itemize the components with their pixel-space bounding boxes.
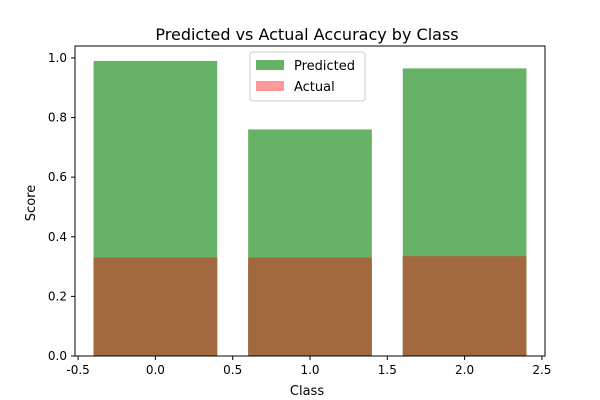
x-tick-label: 1.0	[300, 363, 319, 377]
legend: Predicted Actual	[249, 51, 366, 102]
legend-label-actual: Actual	[294, 80, 335, 95]
x-tick-label: 2.0	[455, 363, 474, 377]
y-tick-label: 0.8	[48, 111, 67, 125]
x-tick-label: 0.5	[223, 363, 242, 377]
y-axis: 0.0 0.2 0.4 0.6 0.8 1.0	[48, 51, 75, 363]
legend-swatch-predicted	[256, 60, 284, 70]
x-tick-label: 0.0	[146, 363, 165, 377]
bar-actual-class-1	[248, 257, 372, 356]
legend-label-predicted: Predicted	[294, 59, 355, 74]
x-tick-label: -0.5	[66, 363, 89, 377]
y-tick-label: 0.0	[48, 349, 67, 363]
y-tick-label: 0.2	[48, 289, 67, 303]
y-tick-label: 0.6	[48, 170, 67, 184]
plot-area	[74, 45, 546, 357]
y-axis-label: Score	[24, 185, 39, 221]
x-tick-label: 1.5	[378, 363, 397, 377]
y-tick-label: 1.0	[48, 51, 67, 65]
x-axis-label: Class	[290, 384, 324, 399]
legend-swatch-actual	[256, 81, 284, 91]
chart-title: Predicted vs Actual Accuracy by Class	[155, 25, 458, 44]
x-tick-label: 2.5	[532, 363, 551, 377]
bar-actual-class-0	[93, 257, 218, 356]
bar-actual-class-2	[402, 256, 527, 356]
y-tick-label: 0.4	[48, 230, 67, 244]
x-axis: -0.5 0.0 0.5 1.0 1.5 2.0 2.5	[66, 356, 551, 377]
